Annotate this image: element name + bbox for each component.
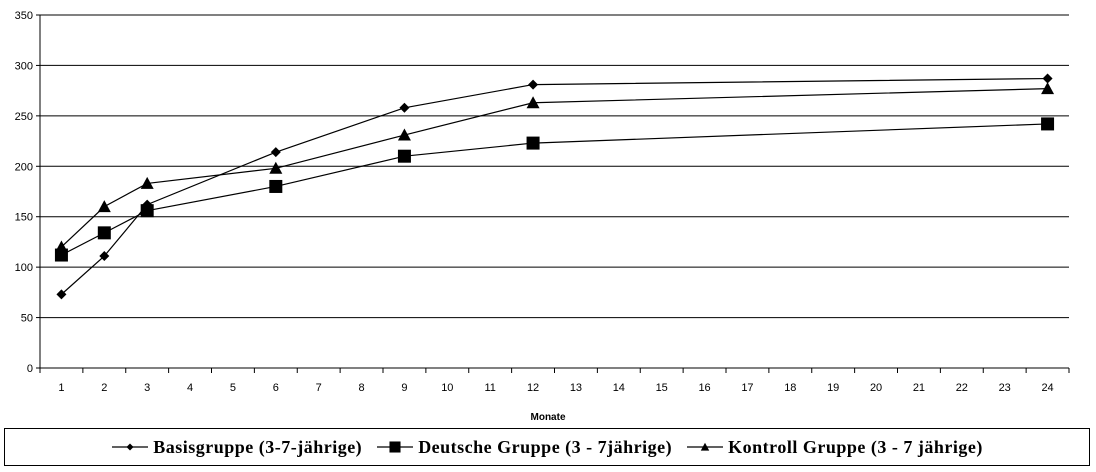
data-point-diamond	[528, 79, 539, 90]
legend-item: Basisgruppe (3-7-jährige)	[111, 437, 362, 458]
y-tick-label: 50	[21, 313, 33, 325]
legend: Basisgruppe (3-7-jährige) Deutsche Gruppe…	[4, 428, 1090, 466]
series-line	[61, 88, 1048, 248]
x-tick-label: 20	[870, 382, 882, 394]
x-axis-label: Monate	[531, 412, 566, 423]
data-point-square	[140, 204, 154, 218]
x-tick-label: 24	[1041, 382, 1053, 394]
x-tick-label: 18	[784, 382, 796, 394]
y-tick-label: 350	[15, 10, 33, 22]
data-point-square	[389, 441, 401, 453]
x-tick-label: 15	[656, 382, 668, 394]
x-tick-label: 23	[999, 382, 1011, 394]
data-point-triangle	[269, 161, 283, 174]
data-point-diamond	[126, 443, 134, 451]
series-lines	[54, 73, 1055, 300]
legend-item: Kontroll Gruppe (3 - 7 jährige)	[686, 437, 983, 458]
legend-swatch-triangle	[687, 442, 724, 451]
data-point-diamond	[270, 147, 281, 158]
x-tick-label: 3	[144, 382, 150, 394]
x-tick-label: 21	[913, 382, 925, 394]
x-tick-label: 2	[101, 382, 107, 394]
data-point-triangle	[1041, 82, 1055, 95]
legend-swatch-square	[377, 441, 414, 453]
x-tick-label: 5	[230, 382, 236, 394]
legend-label: Basisgruppe (3-7-jährige)	[153, 436, 363, 457]
series-line	[61, 77, 1048, 295]
x-tick-label: 6	[273, 382, 279, 394]
data-point-square	[269, 179, 283, 193]
x-tick-label: 17	[741, 382, 753, 394]
x-tick-label: 7	[316, 382, 322, 394]
data-point-triangle	[140, 176, 154, 189]
x-tick-label: 9	[401, 382, 407, 394]
x-tick-label: 19	[827, 382, 839, 394]
data-point-square	[1041, 117, 1055, 131]
x-tick-label: 4	[187, 382, 193, 394]
series-diamond	[56, 73, 1053, 300]
x-tick-label: 8	[359, 382, 365, 394]
series-line	[61, 123, 1048, 256]
data-point-square	[526, 136, 540, 150]
data-point-square	[397, 149, 411, 163]
axes	[36, 14, 1070, 373]
data-point-triangle	[700, 442, 710, 451]
data-point-square	[97, 226, 111, 240]
x-tick-label: 22	[956, 382, 968, 394]
data-point-triangle	[526, 96, 540, 109]
x-tick-label: 1	[58, 382, 64, 394]
x-tick-label: 14	[613, 382, 625, 394]
legend-swatch-diamond	[112, 443, 149, 451]
x-tick-label: 11	[484, 382, 495, 394]
data-point-triangle	[54, 240, 68, 253]
x-tick-label: 16	[698, 382, 710, 394]
y-tick-label: 150	[15, 212, 33, 224]
y-tick-label: 250	[15, 111, 33, 123]
x-tick-label: 13	[570, 382, 582, 394]
x-tick-label: 10	[441, 382, 453, 394]
series-square	[54, 117, 1055, 262]
legend-label: Deutsche Gruppe (3 - 7jährige)	[418, 436, 673, 457]
series-triangle	[54, 82, 1055, 253]
legend-item: Deutsche Gruppe (3 - 7jährige)	[376, 437, 672, 458]
x-tick-labels: 1 2 3 4 5 6 7 8 9 10 11 12 13 14 15 16 17 18 19 20 21 22 23 24	[58, 382, 1053, 394]
data-point-diamond	[1042, 73, 1053, 84]
gridlines	[40, 14, 1069, 319]
y-tick-label: 300	[15, 60, 33, 72]
y-tick-labels: 0 50 100 150 200 250 300 350	[15, 10, 33, 375]
y-tick-label: 200	[15, 161, 33, 173]
legend-label: Kontroll Gruppe (3 - 7 jährige)	[728, 436, 983, 457]
data-point-triangle	[97, 200, 111, 213]
y-tick-label: 100	[15, 262, 33, 274]
x-tick-label: 12	[527, 382, 539, 394]
data-point-diamond	[99, 251, 110, 262]
data-point-diamond	[56, 289, 67, 300]
data-point-diamond	[399, 102, 410, 113]
y-tick-label: 0	[27, 363, 33, 375]
data-point-triangle	[397, 128, 411, 141]
